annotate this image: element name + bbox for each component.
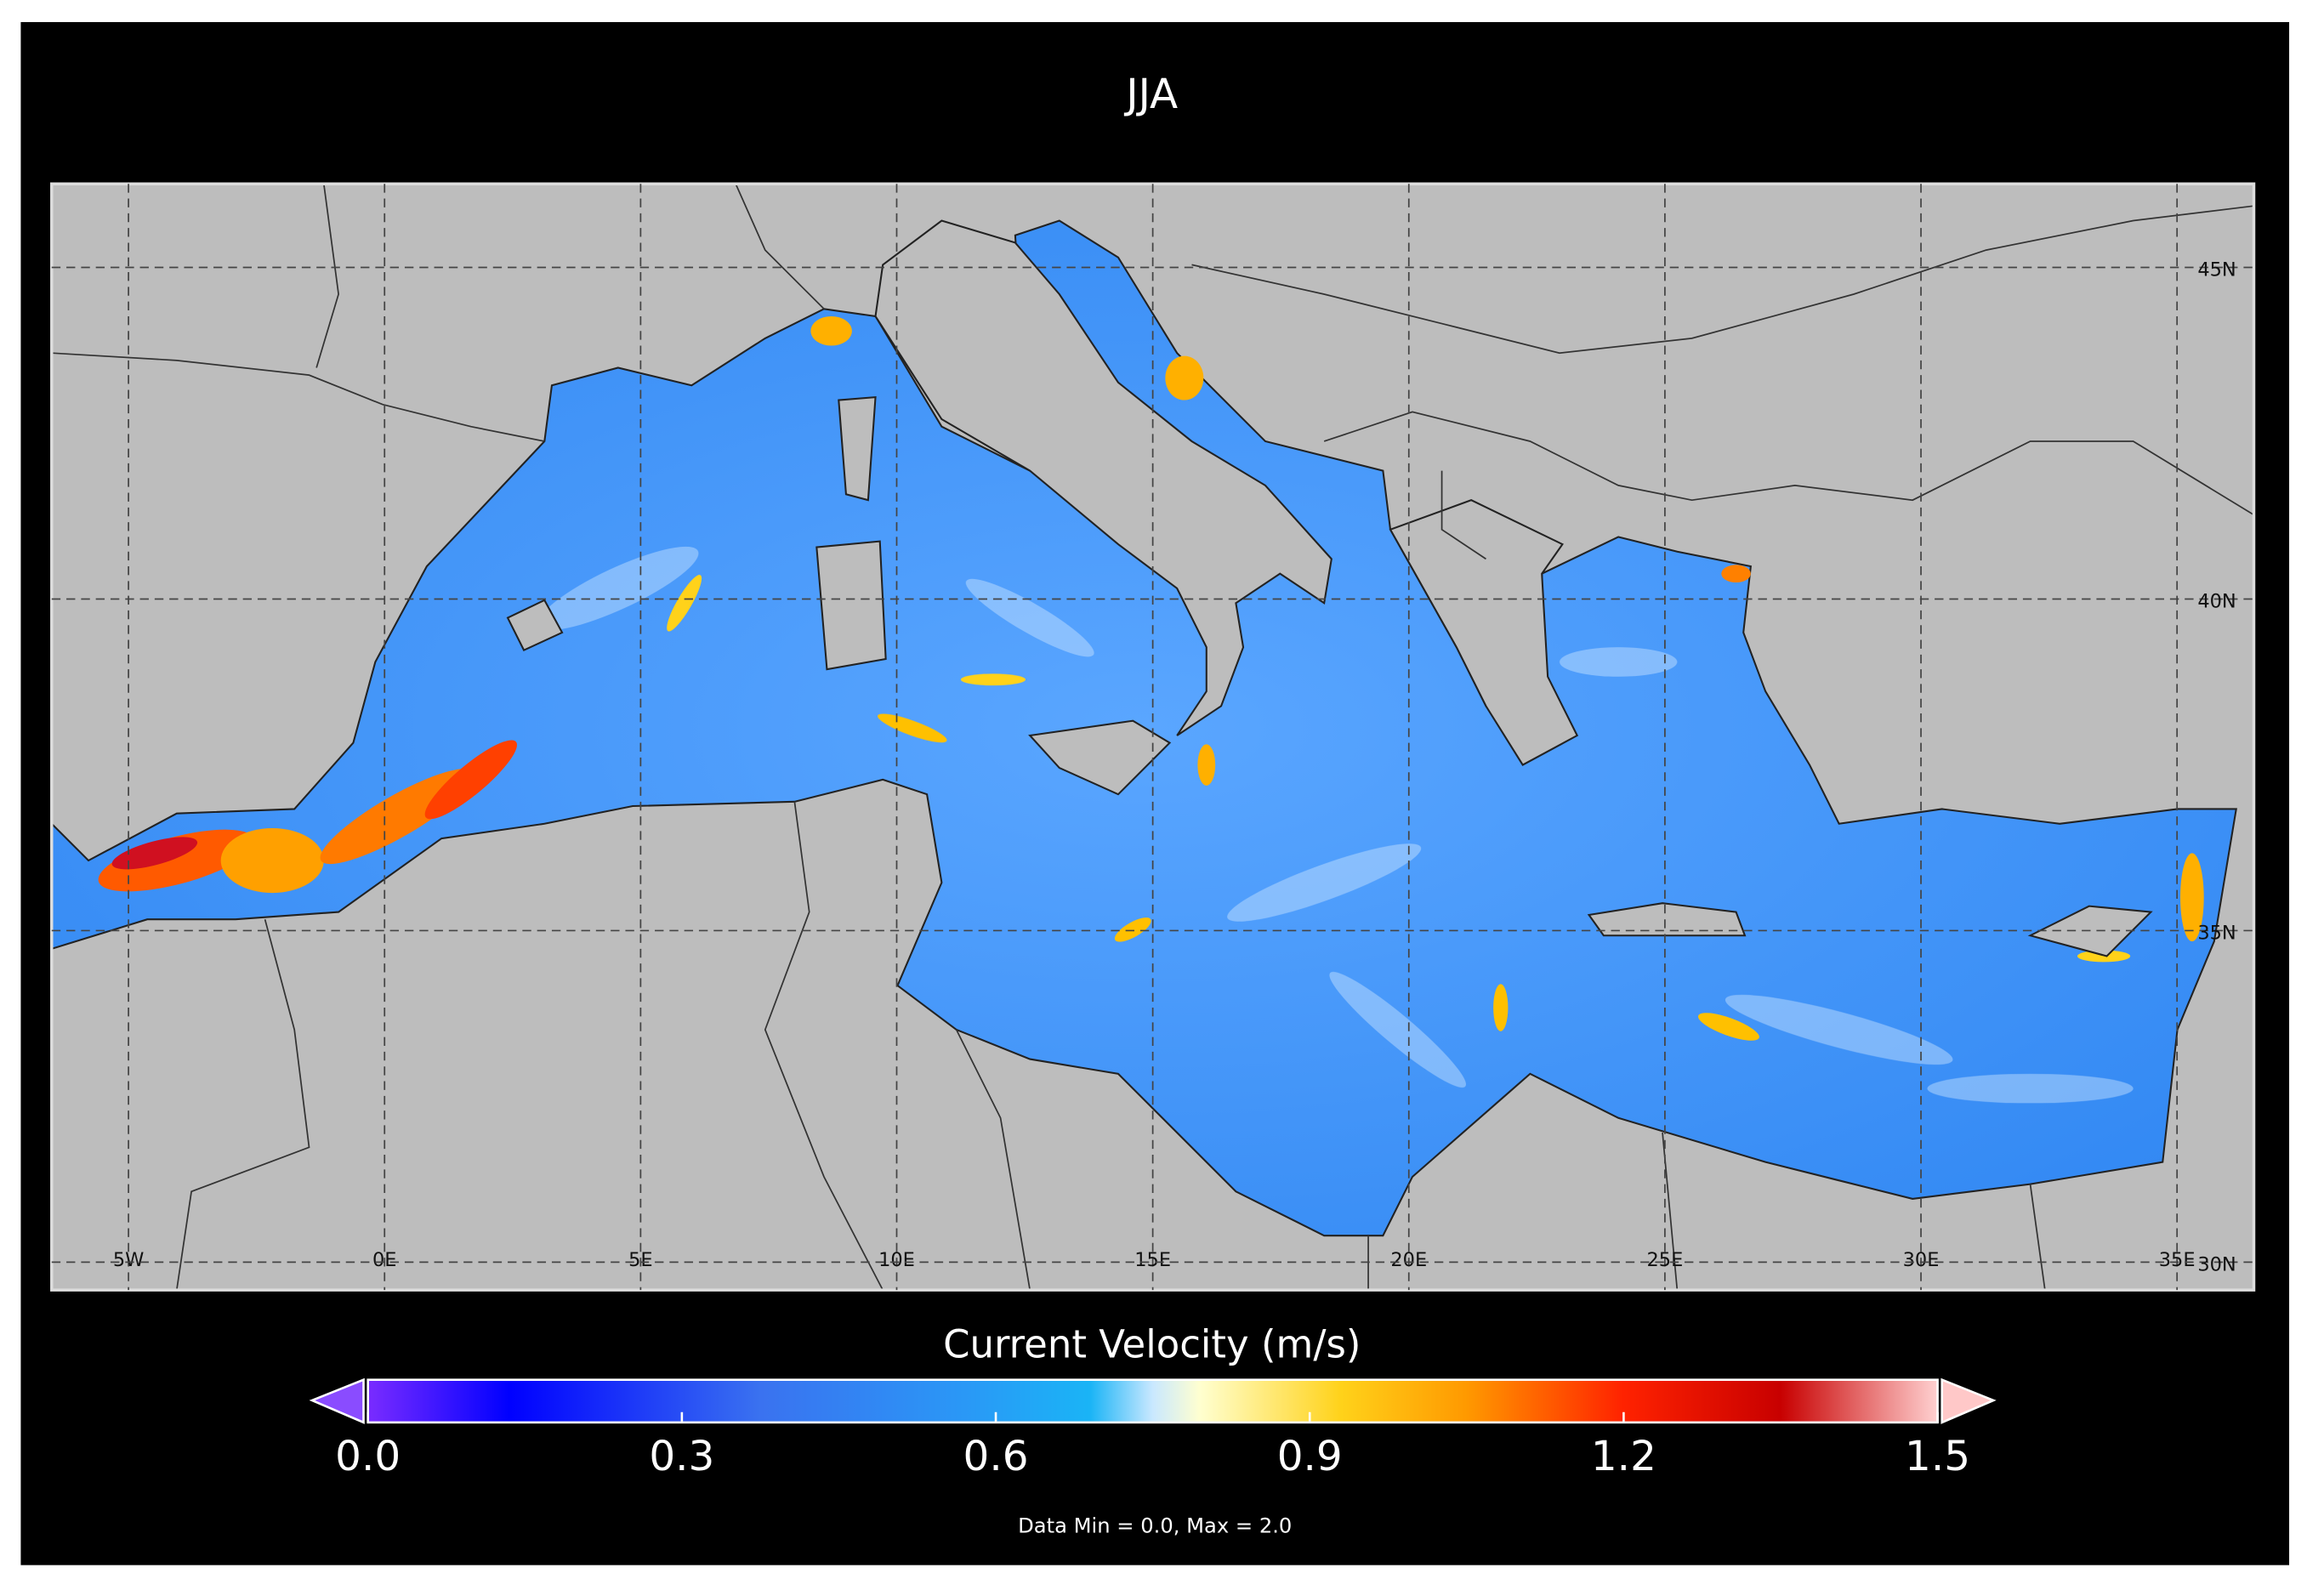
lon-label: 25E	[1647, 1249, 1684, 1271]
lat-label: 45N	[2197, 258, 2236, 281]
sea-texture	[537, 546, 2134, 1104]
colorbar-ticks: 0.0 0.3 0.6 0.9 1.2 1.5	[335, 1411, 1970, 1480]
lon-label: 35E	[2159, 1249, 2196, 1271]
sardinia	[815, 540, 887, 671]
italy	[874, 219, 1332, 736]
title: JJA	[1123, 71, 1178, 118]
lon-label: 20E	[1390, 1249, 1427, 1271]
colorbar-tick-label: 0.6	[963, 1433, 1029, 1480]
colorbar-tick-label: 1.5	[1905, 1433, 1970, 1480]
lat-label: 40N	[2197, 590, 2236, 612]
greece	[1389, 499, 1579, 766]
crete	[1587, 902, 1747, 937]
sicily	[1028, 719, 1172, 796]
graticule: 5W 0E 5E 10E 15E 20E 25E 30E 35E 45N 40N 35N 30N	[51, 184, 2254, 1291]
borders	[51, 184, 2254, 1291]
map-frame	[50, 182, 2256, 1292]
strong-currents	[98, 315, 2204, 1041]
colorbar-tick-label: 0.9	[1277, 1433, 1343, 1480]
lon-label: 5W	[113, 1249, 145, 1271]
lat-label: 35N	[2197, 922, 2236, 944]
lon-label: 30E	[1903, 1249, 1940, 1271]
colorbar-max-arrow	[1940, 1377, 1997, 1424]
colorbar-tick-label: 0.3	[649, 1433, 714, 1480]
colorbar-label: Current Velocity (m/s)	[943, 1322, 1361, 1367]
lon-label: 15E	[1134, 1249, 1171, 1271]
lat-label: 30N	[2197, 1253, 2236, 1275]
corsica	[838, 395, 877, 502]
land-masses	[506, 219, 2153, 957]
data-range-note: Data Min = 0.0, Max = 2.0	[1018, 1514, 1292, 1538]
lon-label: 10E	[878, 1249, 915, 1271]
lon-label: 5E	[628, 1249, 653, 1271]
lon-label: 0E	[372, 1249, 396, 1271]
mallorca	[506, 599, 564, 652]
colorbar-tick-label: 0.0	[335, 1433, 401, 1480]
colorbar	[367, 1378, 1939, 1424]
colorbar-tick-label: 1.2	[1591, 1433, 1656, 1480]
colorbar-min-arrow	[309, 1377, 365, 1424]
